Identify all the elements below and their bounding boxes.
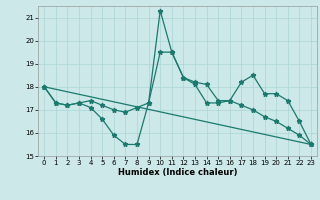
X-axis label: Humidex (Indice chaleur): Humidex (Indice chaleur) <box>118 168 237 177</box>
